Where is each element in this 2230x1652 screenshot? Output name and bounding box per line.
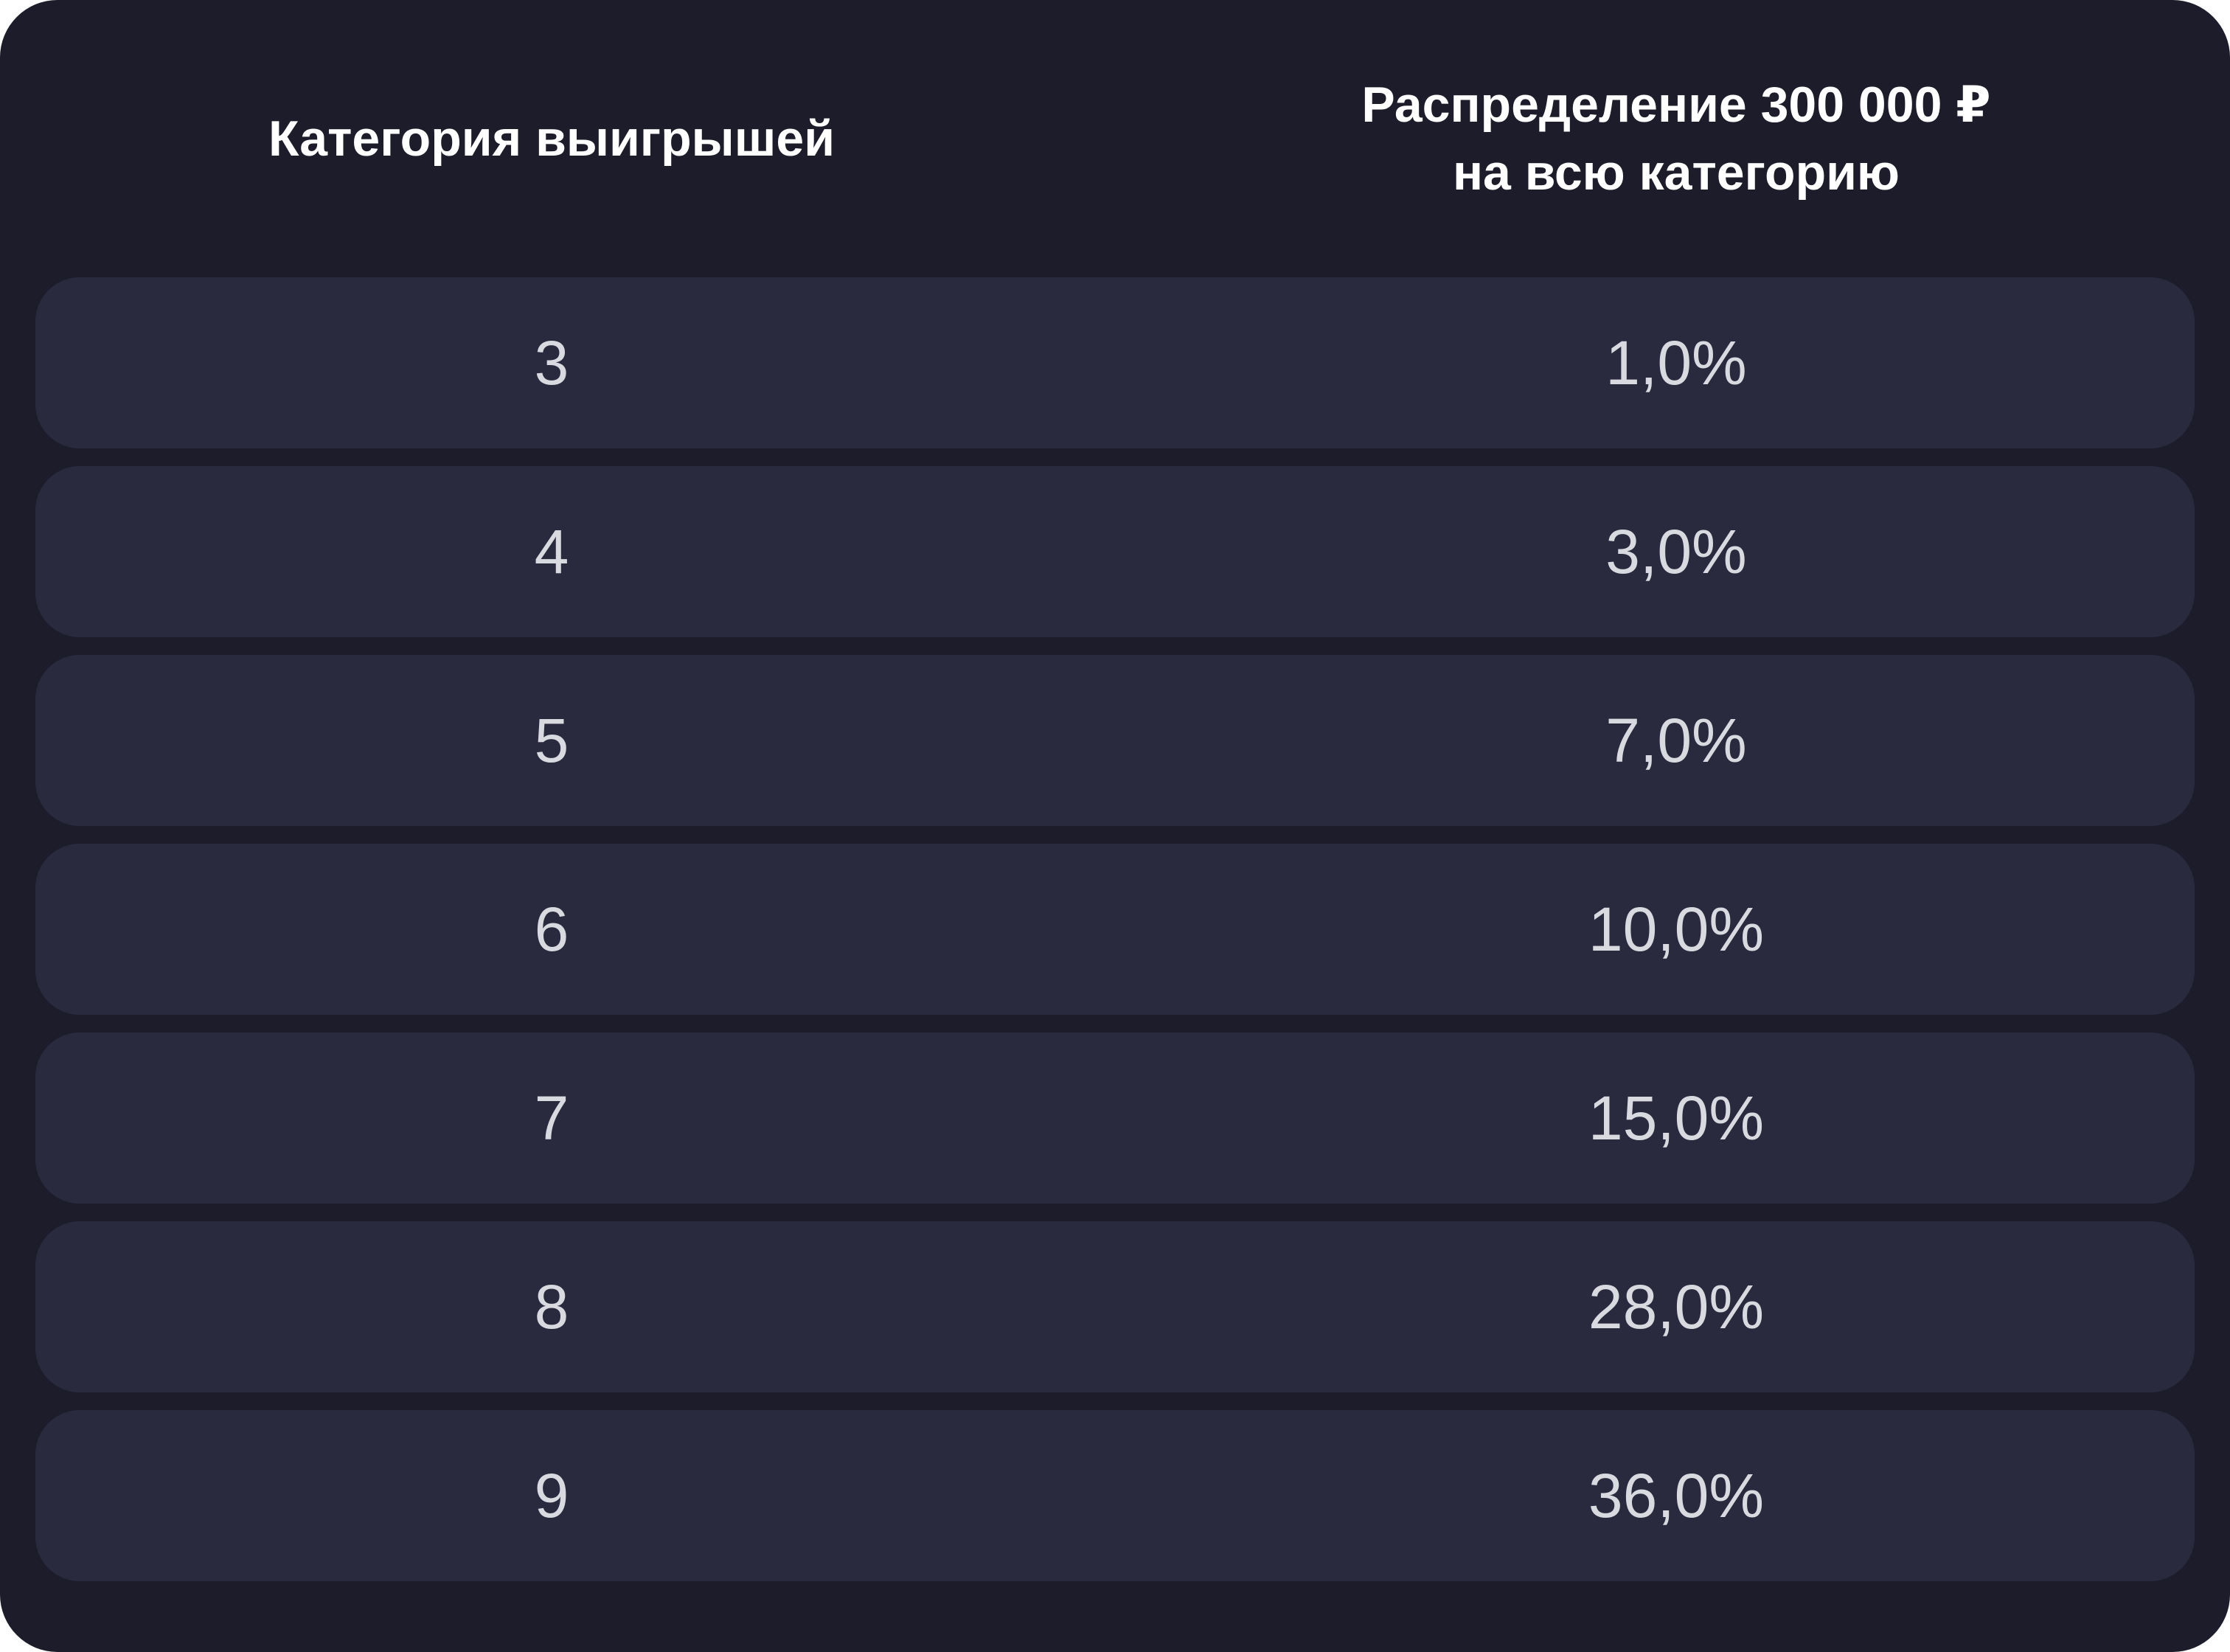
category-cell: 9 xyxy=(534,1460,569,1530)
category-cell: 3 xyxy=(534,327,569,398)
table-row: 3 1,0% xyxy=(35,277,2195,448)
share-cell: 10,0% xyxy=(1588,894,1765,964)
table-row: 7 15,0% xyxy=(35,1032,2195,1204)
header-distribution-line2: на всю категорию xyxy=(1452,145,1900,201)
header-distribution: Распределение 300 000 ₽ на всю категорию xyxy=(1150,0,2202,277)
header-distribution-line1: Распределение 300 000 ₽ xyxy=(1361,77,1991,133)
table-header: Категория выигрышей Распределение 300 00… xyxy=(0,0,2230,277)
table-row: 5 7,0% xyxy=(35,655,2195,826)
table-row: 9 36,0% xyxy=(35,1410,2195,1581)
share-cell: 3,0% xyxy=(1605,516,1747,586)
table-row: 8 28,0% xyxy=(35,1221,2195,1392)
header-category: Категория выигрышей xyxy=(35,0,1068,277)
share-cell: 7,0% xyxy=(1605,705,1747,775)
share-cell: 28,0% xyxy=(1588,1271,1765,1342)
header-category-label: Категория выигрышей xyxy=(268,111,836,167)
category-cell: 6 xyxy=(534,894,569,964)
table-body: 3 1,0% 4 3,0% 5 7,0% 6 10,0% 7 15,0% 8 2… xyxy=(35,277,2195,1599)
share-cell: 15,0% xyxy=(1588,1083,1765,1153)
share-cell: 36,0% xyxy=(1588,1460,1765,1530)
table-row: 4 3,0% xyxy=(35,466,2195,637)
share-cell: 1,0% xyxy=(1605,327,1747,398)
category-cell: 5 xyxy=(534,705,569,775)
category-cell: 7 xyxy=(534,1083,569,1153)
table-row: 6 10,0% xyxy=(35,844,2195,1015)
category-cell: 8 xyxy=(534,1271,569,1342)
category-cell: 4 xyxy=(534,516,569,586)
